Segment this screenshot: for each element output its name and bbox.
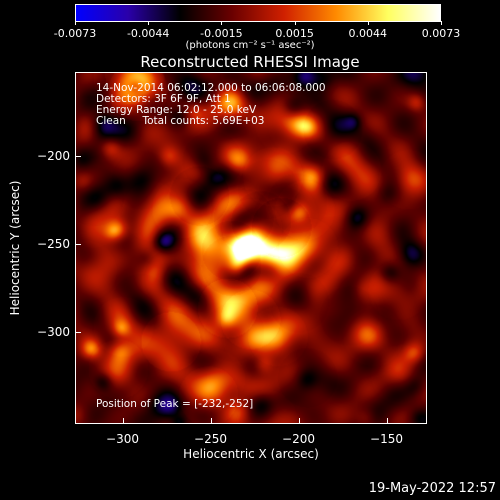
colorbar-tick-label: 0.0073 [421,27,461,40]
colorbar-tick-label: -0.0044 [126,27,170,40]
colorbar-tick-mark [75,21,76,25]
colorbar-tick-label: -0.0015 [200,27,243,40]
heatmap-canvas [76,73,426,423]
info-line-detectors: Detectors: 3F 6F 9F, Att 1 [96,93,231,105]
colorbar-tick-mark [367,21,369,25]
footer-timestamp: 19-May-2022 12:57 [368,481,496,496]
x-tick-mark [386,418,388,424]
x-axis-label: Heliocentric X (arcsec) [183,447,319,461]
y-tick-label: −300 [37,325,70,340]
colorbar [75,4,441,22]
colorbar-tick-mark [221,21,223,25]
x-tick-mark [210,418,212,424]
info-line-time: 14-Nov-2014 06:02:12.000 to 06:06:08.000 [96,82,326,94]
x-tick-mark [298,418,300,424]
y-tick-mark [75,156,81,158]
info-line-energy: Energy Range: 12.0 - 25.0 keV [96,104,257,116]
x-tick-label: −150 [370,432,403,446]
x-tick-label: −250 [194,432,227,446]
colorbar-tick-label: 0.0044 [348,27,388,40]
peak-position-label: Position of Peak = [-232,-252] [96,398,254,410]
x-tick-mark [122,418,124,424]
colorbar-tick-mark [441,21,442,25]
y-tick-mark [75,332,81,334]
plot-title: Reconstructed RHESSI Image [140,53,360,71]
y-tick-mark [75,244,81,246]
y-axis-label: Heliocentric Y (arcsec) [8,180,22,316]
info-line-counts: Clean Total counts: 5.69E+03 [96,115,265,127]
colorbar-tick-mark [294,21,296,25]
colorbar-units: (photons cm⁻² s⁻¹ asec⁻²) [185,40,315,51]
x-tick-label: −200 [282,432,315,446]
y-tick-label: −200 [37,149,70,164]
x-tick-label: −300 [106,432,139,446]
y-tick-label: −250 [37,237,70,252]
image-plot: 14-Nov-2014 06:02:12.000 to 06:06:08.000… [75,72,427,424]
colorbar-tick-mark [148,21,150,25]
colorbar-tick-label: -0.0073 [53,27,97,40]
colorbar-tick-label: 0.0015 [275,27,314,40]
